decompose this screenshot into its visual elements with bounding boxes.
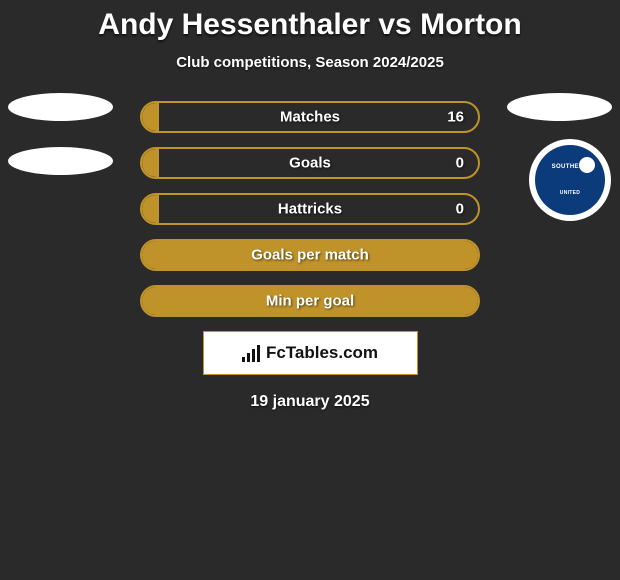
page-title: Andy Hessenthaler vs Morton	[0, 0, 620, 42]
date-text: 19 january 2025	[0, 393, 620, 411]
stat-rows: Matches 16 Goals 0 Hattricks 0 Goals per match…	[140, 101, 480, 317]
page-subtitle: Club competitions, Season 2024/2025	[0, 54, 620, 71]
left-placeholder-badges	[8, 93, 113, 201]
stat-fill	[142, 149, 159, 177]
stat-label: Min per goal	[266, 293, 354, 310]
placeholder-ellipse	[507, 93, 612, 121]
stat-label: Matches	[280, 109, 340, 126]
club-badge-inner: SOUTHEND UNITED	[535, 145, 605, 215]
stat-row: Goals per match	[140, 239, 480, 271]
brand-text: FcTables.com	[266, 343, 378, 363]
stat-label: Goals	[289, 155, 331, 172]
brand-box: FcTables.com	[203, 331, 418, 375]
stat-label: Hattricks	[278, 201, 342, 218]
stat-row: Min per goal	[140, 285, 480, 317]
stat-row: Hattricks 0	[140, 193, 480, 225]
soccer-ball-icon	[579, 157, 595, 173]
stat-fill	[142, 195, 159, 223]
stat-value: 0	[456, 155, 464, 172]
stat-fill	[142, 103, 159, 131]
stat-row: Goals 0	[140, 147, 480, 179]
right-badges: SOUTHEND UNITED	[507, 93, 612, 221]
placeholder-ellipse	[8, 93, 113, 121]
stat-value: 0	[456, 201, 464, 218]
brand-chart-icon	[242, 344, 262, 362]
comparison-content: SOUTHEND UNITED Matches16Goals0Hattricks…	[0, 101, 620, 411]
placeholder-ellipse	[8, 147, 113, 175]
stat-value: 16	[447, 109, 464, 126]
stat-label: Goals per match	[251, 247, 369, 264]
club-badge-bottom-text: UNITED	[560, 190, 580, 196]
stat-row: Matches 16	[140, 101, 480, 133]
club-badge: SOUTHEND UNITED	[529, 139, 611, 221]
